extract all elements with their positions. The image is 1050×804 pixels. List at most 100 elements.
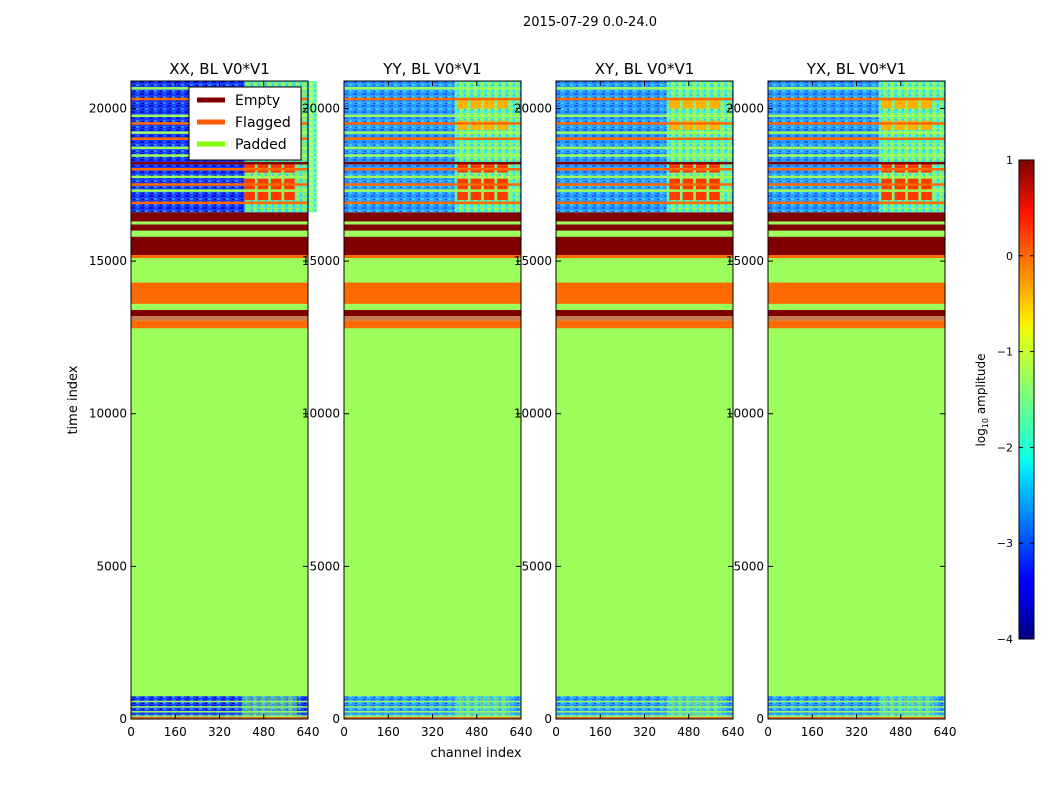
stripe: [344, 706, 521, 708]
stripe: [344, 97, 521, 101]
region-padded: [131, 258, 308, 283]
colorbar-label-sub: 10: [981, 418, 990, 428]
y-tick-label: 10000: [726, 407, 764, 421]
region-padded: [556, 221, 733, 225]
y-tick-label: 0: [544, 712, 552, 726]
flagged-block: [470, 97, 482, 109]
region-padded: [131, 221, 308, 225]
region-empty: [131, 309, 308, 317]
flagged-block: [921, 97, 932, 109]
region-padded: [556, 328, 733, 697]
region-data-thin: [768, 316, 945, 321]
region-padded: [131, 303, 308, 310]
stripe: [556, 122, 733, 125]
x-tick-label: 320: [208, 725, 231, 739]
region-flagged: [131, 320, 308, 329]
x-tick-label: 480: [252, 725, 275, 739]
region-padded: [768, 221, 945, 225]
region-padded: [131, 328, 308, 697]
stripe: [556, 154, 733, 157]
region-padded: [556, 303, 733, 310]
flagged-block: [709, 97, 720, 109]
region-padded: [344, 221, 521, 225]
stripe: [131, 706, 308, 708]
y-tick-label: 20000: [302, 101, 340, 115]
stripe: [768, 154, 945, 157]
stripe: [344, 114, 521, 118]
flagged-block: [497, 120, 508, 130]
stripe: [344, 87, 521, 90]
legend-label-flagged: Flagged: [235, 115, 291, 131]
stripe: [768, 168, 945, 171]
panel-xx: XX, BL V0*V1 0 160 320 480 640 0 5000 10000 15000…: [89, 60, 320, 739]
y-tick-label: 0: [332, 712, 340, 726]
stripe: [768, 131, 945, 134]
x-tick-label: 640: [722, 725, 745, 739]
region-flagged: [344, 320, 521, 329]
stripe: [556, 700, 733, 703]
flagged-block: [894, 97, 906, 109]
region-empty: [556, 236, 733, 255]
region-empty: [556, 224, 733, 231]
stripe: [556, 97, 733, 101]
stripe: [768, 97, 945, 101]
stripe: [768, 114, 945, 118]
region-empty: [768, 236, 945, 255]
stripe: [131, 168, 308, 171]
stripe: [768, 189, 945, 192]
x-tick-label: 160: [377, 725, 400, 739]
flagged-block: [470, 120, 482, 130]
panel-title: YY, BL V0*V1: [382, 60, 481, 78]
y-tick-label: 5000: [521, 559, 552, 573]
x-tick-label: 480: [677, 725, 700, 739]
flagged-block: [907, 120, 919, 130]
flagged-block: [682, 97, 694, 109]
region-flagged: [344, 255, 521, 259]
x-axis-label: channel index: [430, 746, 521, 761]
stripe: [344, 711, 521, 713]
x-tick-label: 0: [764, 725, 772, 739]
stripe: [768, 201, 945, 205]
stripe: [344, 700, 521, 703]
region-empty: [131, 212, 308, 222]
legend: Empty Flagged Padded: [188, 86, 302, 161]
stripe: [344, 168, 521, 171]
region-data-thin: [131, 316, 308, 321]
region-padded: [344, 230, 521, 237]
colorbar-label-rest: amplitude: [974, 354, 988, 418]
x-tick-label: 0: [127, 725, 135, 739]
stripe: [131, 201, 308, 205]
flagged-block: [669, 97, 680, 109]
region-empty: [344, 224, 521, 231]
region-flagged: [768, 282, 945, 304]
region-padded: [768, 303, 945, 310]
region-flagged: [131, 282, 308, 304]
region-flagged: [768, 320, 945, 329]
region-flagged: [131, 255, 308, 259]
stripe: [556, 189, 733, 192]
stripe: [556, 146, 733, 150]
y-tick-label: 15000: [89, 254, 127, 268]
stripe: [131, 175, 308, 179]
flagged-block: [907, 97, 919, 109]
panel-xy: XY, BL V0*V1 0 160 320 480 640 0 5000 10000 15000…: [514, 60, 745, 739]
stripe: [556, 711, 733, 713]
region-padded: [768, 258, 945, 283]
region-data-thin: [344, 316, 521, 321]
stripe: [344, 201, 521, 205]
y-tick-label: 0: [756, 712, 764, 726]
stripe: [344, 183, 521, 186]
flagged-block: [483, 120, 495, 130]
region-padded: [344, 258, 521, 283]
flagged-block: [894, 120, 906, 130]
stripe: [556, 175, 733, 179]
stripe: [131, 183, 308, 186]
x-tick-label: 640: [934, 725, 957, 739]
stripe: [768, 706, 945, 708]
stripe: [768, 146, 945, 150]
y-tick-label: 5000: [309, 559, 340, 573]
region-empty: [768, 309, 945, 317]
stripe: [556, 201, 733, 205]
